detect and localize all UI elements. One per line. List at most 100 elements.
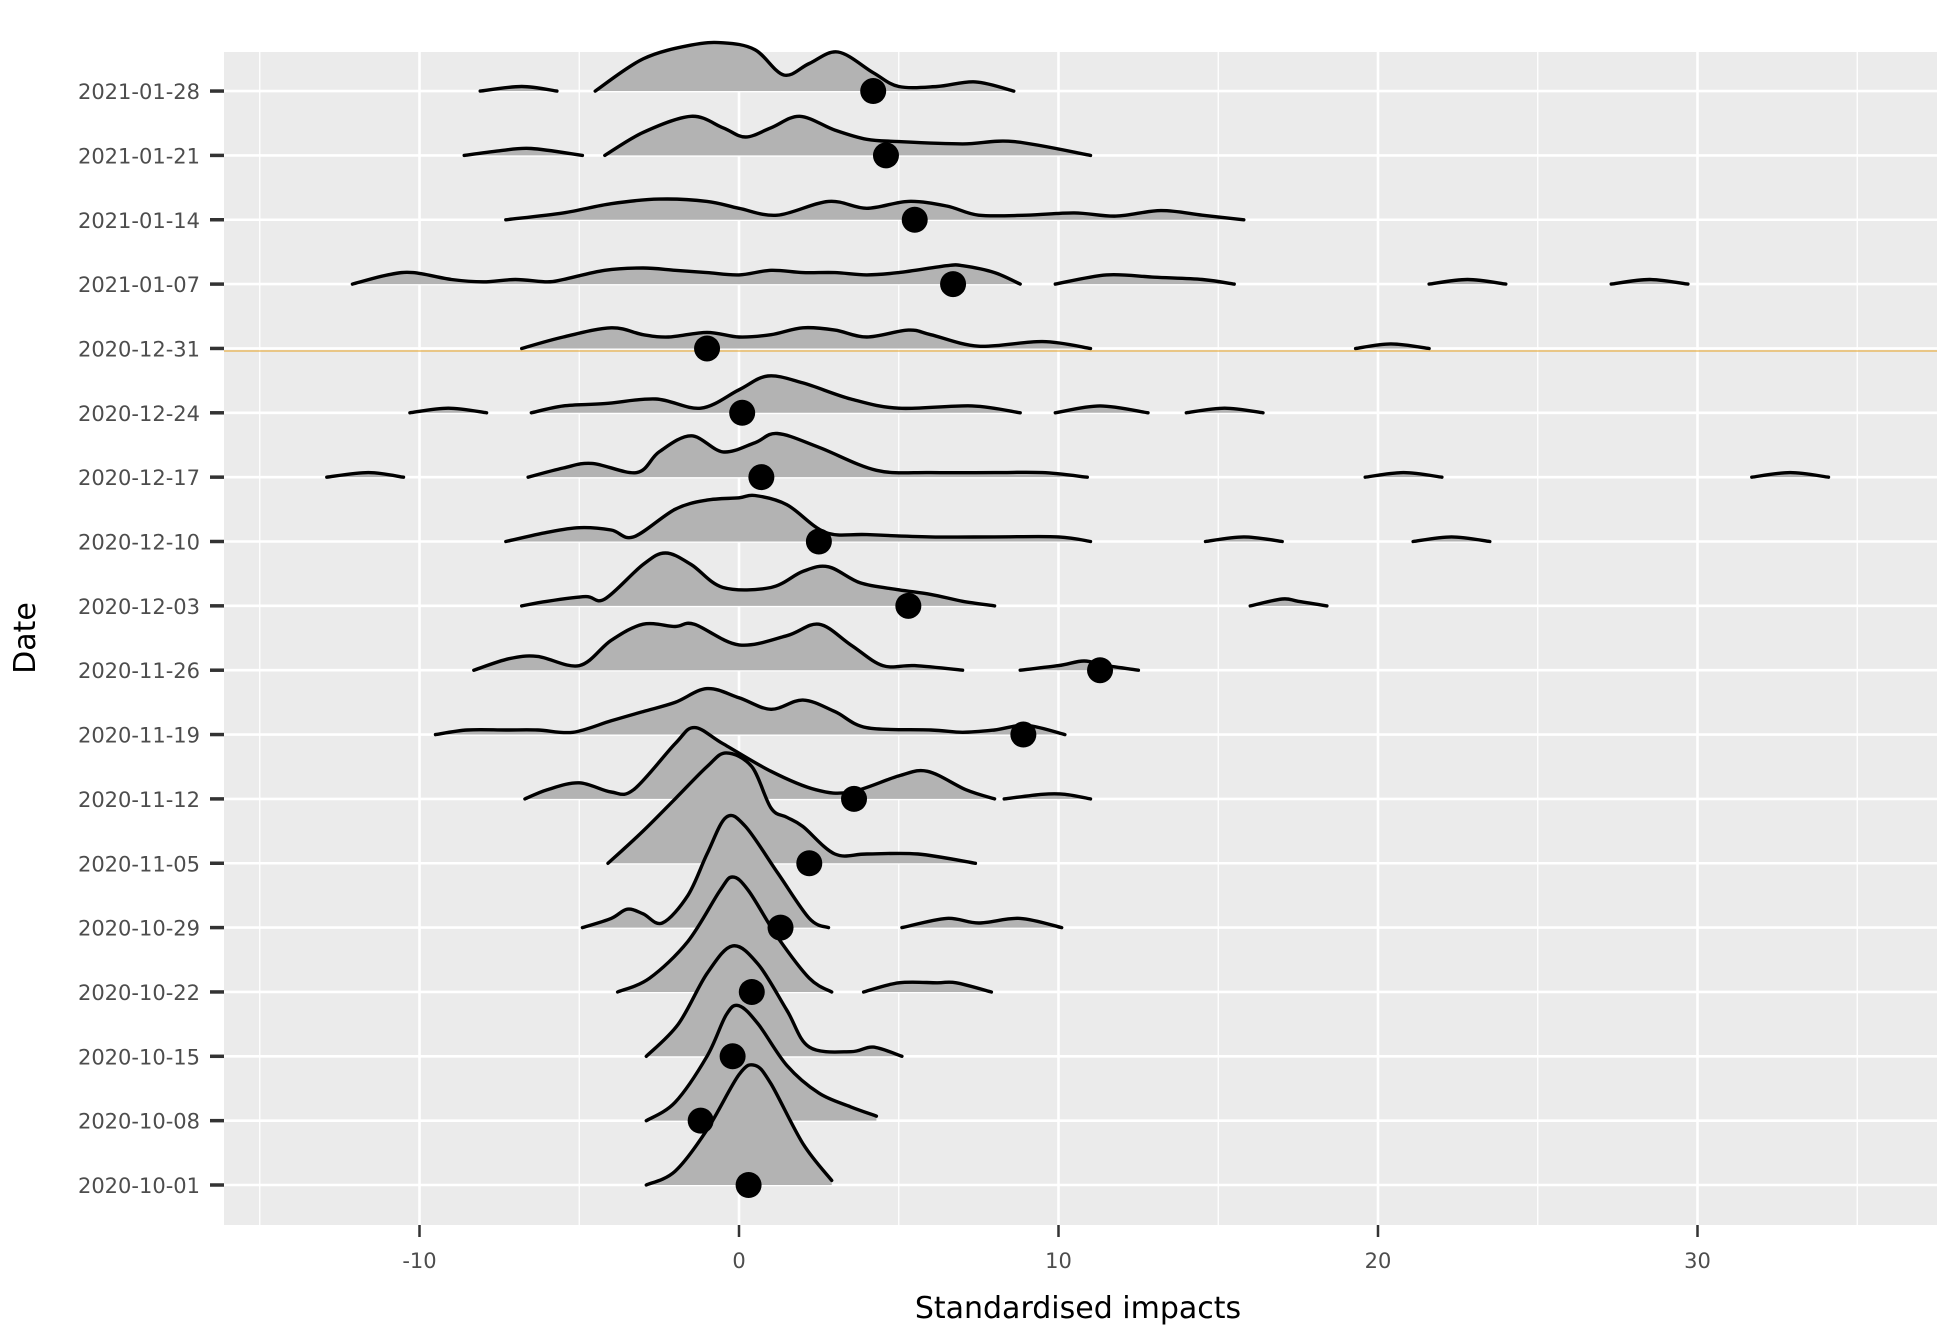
ridge-area — [531, 375, 1021, 413]
ridge-area — [528, 433, 1088, 478]
ridge-area — [1205, 536, 1283, 542]
ridge-line — [504, 493, 1093, 544]
ridge-area — [1751, 472, 1829, 478]
plot-panel — [224, 52, 1937, 1225]
ridge-area — [1413, 536, 1490, 542]
impact-point-2020-10-15 — [719, 1043, 746, 1070]
ridge-area — [352, 264, 1021, 285]
ridge-line — [1053, 272, 1236, 286]
ridge-line — [1053, 404, 1150, 415]
ridge-line — [523, 725, 997, 801]
ridge-line — [1248, 597, 1329, 608]
ridge-area — [521, 553, 995, 606]
impact-point-2021-01-21 — [872, 142, 899, 169]
ridge-line — [615, 875, 834, 994]
ridge-line — [472, 621, 965, 672]
ridge-area — [473, 623, 963, 671]
ridge-line — [325, 470, 406, 479]
x-tick-label: 30 — [1684, 1249, 1711, 1273]
impact-point-2020-12-17 — [748, 464, 775, 491]
ridge-line — [504, 197, 1246, 222]
ridge-line — [350, 263, 1022, 286]
impact-point-2020-10-22 — [738, 978, 765, 1005]
y-tick-label: 2020-10-29 — [78, 917, 200, 941]
impact-point-2021-01-28 — [860, 78, 887, 105]
impact-point-2021-01-07 — [940, 271, 967, 298]
impact-point-2020-11-19 — [1010, 721, 1037, 748]
ridge-line — [644, 1003, 879, 1123]
ridge-area — [1055, 405, 1148, 413]
x-tick-label: 10 — [1045, 1249, 1072, 1273]
ridge-area — [646, 1064, 832, 1185]
y-tick-label: 2020-11-26 — [78, 659, 200, 683]
ridge-line — [526, 431, 1089, 479]
ridge-2020-10-08 — [644, 1003, 879, 1123]
ridge-line — [1411, 535, 1492, 544]
y-axis-title: Date — [8, 602, 43, 674]
y-tick-label: 2021-01-07 — [78, 273, 200, 297]
ridge-area — [608, 752, 976, 864]
ridge-line — [644, 1063, 834, 1187]
ridge-line — [433, 686, 1067, 737]
ridge-2020-11-26 — [472, 621, 1141, 672]
impact-points — [687, 78, 1114, 1198]
ridge-area — [1186, 408, 1263, 413]
x-axis-title: Standardised impacts — [915, 1291, 1241, 1325]
ridge-line — [1184, 406, 1265, 415]
ridge-area — [582, 815, 829, 928]
ridge-area — [1429, 279, 1506, 285]
x-tick-label: 20 — [1365, 1249, 1392, 1273]
minor-gridlines — [259, 52, 1858, 1225]
y-tick-label: 2020-10-15 — [78, 1045, 200, 1069]
y-tick-label: 2021-01-28 — [78, 80, 200, 104]
impact-point-2020-10-01 — [735, 1172, 762, 1198]
y-tick-label: 2020-12-17 — [78, 466, 200, 490]
x-axis: -10 0 10 20 30 — [402, 1225, 1711, 1273]
ridge-2020-12-10 — [504, 493, 1492, 544]
impact-point-2021-01-14 — [901, 206, 928, 233]
ridge-line — [603, 114, 1093, 158]
ridge-line — [1750, 470, 1831, 479]
x-tick-label: 0 — [732, 1249, 745, 1273]
ridge-2020-12-17 — [325, 431, 1831, 479]
ridge-line — [1363, 470, 1444, 479]
impact-point-2020-10-08 — [687, 1107, 714, 1134]
ridge-area — [646, 1005, 877, 1121]
ridge-line — [900, 916, 1064, 930]
ridge-line — [520, 325, 1093, 351]
y-tick-label: 2020-10-22 — [78, 981, 200, 1005]
ridge-2020-10-15 — [644, 944, 904, 1058]
ridge-line — [478, 84, 559, 93]
ridge-area — [409, 408, 487, 413]
ridge-area — [521, 327, 1091, 349]
y-tick-label: 2021-01-14 — [78, 209, 200, 233]
ridge-line — [529, 374, 1022, 415]
ridge-line — [1609, 277, 1690, 286]
y-tick-label: 2020-12-03 — [78, 595, 200, 619]
ridge-line — [408, 406, 489, 415]
impact-point-2020-12-03 — [895, 592, 922, 619]
ridge-area — [505, 495, 1091, 542]
ridge-2021-01-07 — [350, 263, 1690, 286]
impact-point-2020-12-24 — [729, 399, 756, 426]
y-tick-label: 2020-10-01 — [78, 1174, 200, 1198]
y-tick-label: 2020-12-24 — [78, 402, 200, 426]
ridge-line — [520, 551, 997, 608]
impact-point-2020-11-12 — [841, 785, 868, 812]
ridge-line — [593, 40, 1016, 93]
ridge-area — [617, 877, 832, 992]
y-tick-label: 2021-01-21 — [78, 144, 200, 168]
y-axis: 2020-10-01 2020-10-08 2020-10-15 2020-10-22… — [78, 80, 224, 1198]
y-tick-label: 2020-11-19 — [78, 724, 200, 748]
ridge-2020-10-22 — [615, 875, 994, 994]
ridge-line — [644, 944, 904, 1058]
y-tick-label: 2020-11-12 — [78, 788, 200, 812]
impact-point-2020-12-31 — [694, 335, 721, 362]
ridge-area — [464, 148, 583, 156]
ridge-area — [435, 688, 1065, 735]
x-tick-label: -10 — [402, 1249, 436, 1273]
y-tick-label: 2020-12-10 — [78, 531, 200, 555]
y-tick-label: 2020-11-05 — [78, 852, 200, 876]
ridge-2021-01-28 — [478, 40, 1016, 93]
